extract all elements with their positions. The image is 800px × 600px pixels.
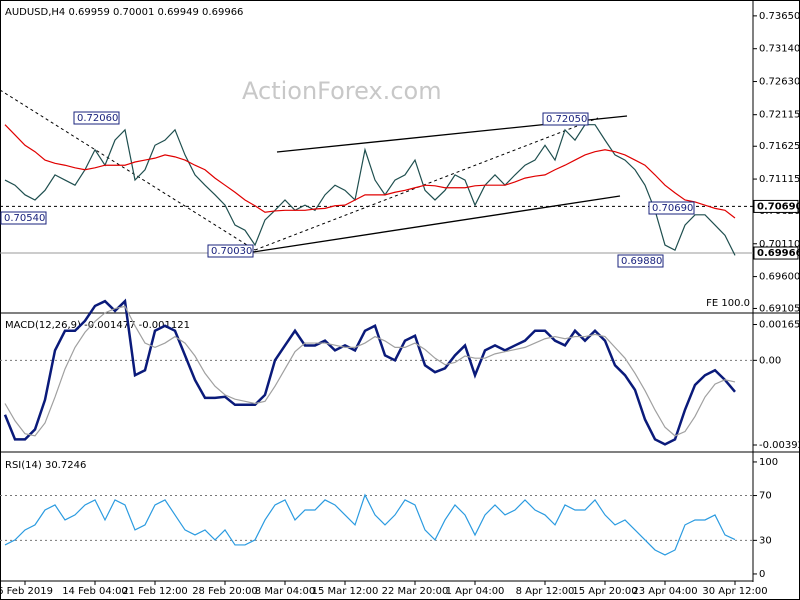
x-tick-label: 15 Apr 20:00 [572, 586, 637, 597]
annotation-box [648, 201, 695, 215]
y-tick-label: 0.73650 [759, 11, 800, 22]
y-tick-label: 0.72630 [759, 77, 800, 88]
annotation-box [542, 112, 589, 126]
y-tick-label: 0.72115 [759, 110, 800, 121]
y-tick-label: 70 [759, 491, 772, 502]
y-tick-label: 30 [759, 535, 772, 546]
annotation-box [207, 244, 254, 258]
channel-line [252, 195, 621, 253]
series-line [4, 124, 736, 219]
annotation: 0.70540 [4, 213, 45, 224]
x-tick-label: 14 Feb 04:00 [62, 586, 128, 597]
x-tick-label: 8 Mar 04:00 [255, 586, 315, 597]
x-tick-label: 6 Feb 2019 [0, 586, 53, 597]
y-tick-label: 0.001659 [759, 320, 800, 331]
series-line [3, 298, 736, 446]
price-box-label: 0.69966 [757, 248, 800, 259]
y-tick-label: 0.71115 [759, 174, 800, 185]
trend-line [0, 89, 256, 251]
x-tick-label: 30 Apr 12:00 [702, 586, 767, 597]
x-tick-label: 21 Feb 12:00 [122, 586, 188, 597]
y-tick-label: 100 [759, 457, 778, 468]
footnote: FE 100.0 [706, 298, 750, 309]
series-line [4, 493, 736, 556]
annotation-box [73, 111, 120, 125]
indicator-title: MACD(12,26,9) -0.001477 -0.001121 [5, 320, 190, 331]
price-box [753, 199, 799, 213]
indicator-title: RSI(14) 30.7246 [5, 460, 86, 471]
y-tick-label: 0.00 [759, 355, 781, 366]
x-tick-label: 23 Apr 04:00 [632, 586, 697, 597]
trend-line [254, 117, 599, 251]
annotation-box [0, 211, 47, 225]
annotation: 0.72050 [546, 114, 587, 125]
annotation: 0.70030 [211, 246, 252, 257]
annotation: 0.72060 [77, 113, 118, 124]
y-tick-label: -0.003922 [759, 440, 800, 451]
x-tick-label: 22 Mar 20:00 [382, 586, 449, 597]
series-line [4, 124, 736, 256]
x-tick-label: 8 Apr 12:00 [516, 586, 575, 597]
price-box [753, 246, 799, 260]
y-tick-label: 0.69105 [759, 303, 800, 314]
y-tick-label: 0.70110 [759, 239, 800, 250]
y-tick-label: 0 [759, 569, 765, 580]
x-tick-label: 28 Feb 20:00 [192, 586, 258, 597]
y-tick-label: 0.69600 [759, 272, 800, 283]
price-box-label: 0.70690 [757, 201, 800, 212]
y-tick-label: 0.71625 [759, 141, 800, 152]
y-tick-label: 0.73140 [759, 44, 800, 55]
series-line [4, 305, 736, 437]
annotation-box [617, 254, 664, 268]
annotation: 0.69880 [621, 256, 662, 267]
x-tick-label: 1 Apr 04:00 [446, 586, 505, 597]
watermark: ActionForex.com [242, 77, 442, 105]
chart-title: AUDUSD,H4 0.69959 0.70001 0.69949 0.6996… [5, 7, 243, 18]
x-tick-label: 15 Mar 12:00 [312, 586, 379, 597]
annotation: 0.70690 [652, 203, 693, 214]
